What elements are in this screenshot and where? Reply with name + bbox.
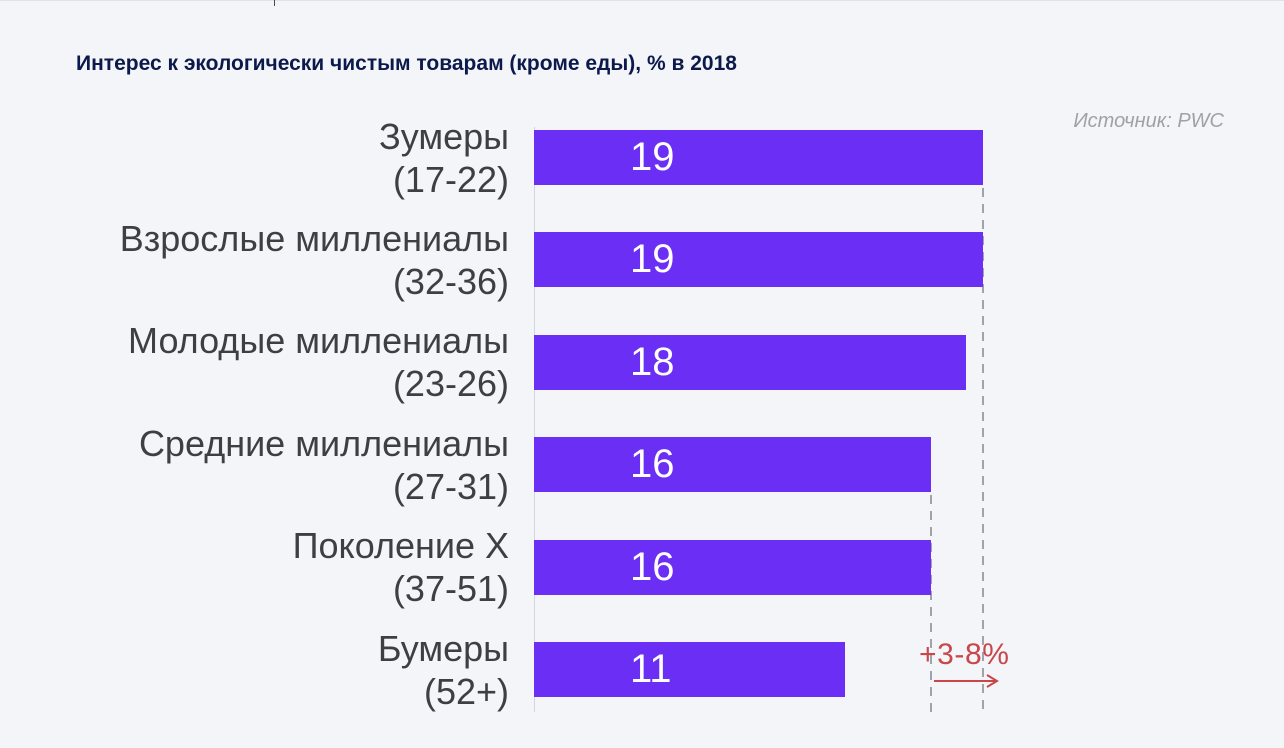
bar	[534, 642, 845, 697]
category-name-label: Взрослые миллениалы	[119, 217, 509, 259]
top-edge-tick	[274, 0, 275, 6]
category-label: Взрослые миллениалы (32-36)	[0, 217, 509, 303]
bar-value-label: 19	[630, 135, 675, 179]
right-arrow-icon	[934, 674, 999, 688]
growth-annotation: +3-8%	[919, 638, 1010, 671]
category-age-label: (27-31)	[392, 465, 509, 507]
category-name-label: Молодые миллениалы	[128, 320, 509, 362]
category-label: Зумеры (17-22)	[0, 115, 509, 201]
category-age-label: (52+)	[423, 670, 509, 712]
category-name-label: Средние миллениалы	[138, 422, 509, 464]
source-note: Источник: PWC	[1073, 110, 1224, 132]
bar	[534, 232, 983, 288]
category-label: Бумеры (52+)	[0, 627, 509, 713]
category-name-label: Зумеры	[378, 115, 509, 157]
bar-value-label: 18	[630, 339, 675, 384]
chart-title: Интерес к экологически чистым товарам (к…	[76, 52, 737, 75]
bar-value-label: 11	[630, 647, 672, 691]
arrow-head	[986, 674, 999, 688]
category-age-label: (32-36)	[392, 260, 509, 302]
bar-value-label: 16	[630, 544, 675, 589]
guide-line-dashed	[930, 495, 933, 712]
bar	[534, 539, 932, 595]
bar	[534, 334, 966, 390]
guide-line-dashed	[982, 188, 984, 712]
category-name-label: Бумеры	[377, 627, 509, 669]
category-label: Молодые миллениалы (23-26)	[0, 319, 509, 405]
category-age-label: (17-22)	[392, 158, 509, 200]
bar-value-label: 19	[630, 237, 675, 282]
top-border-line	[0, 0, 1284, 1]
category-axis-line	[534, 127, 535, 712]
bar	[534, 130, 983, 185]
category-age-label: (37-51)	[392, 568, 509, 610]
category-label: Средние миллениалы (27-31)	[0, 422, 509, 508]
bar	[534, 437, 932, 493]
category-age-label: (23-26)	[392, 363, 509, 405]
category-label: Поколение Х (37-51)	[0, 524, 509, 610]
category-name-label: Поколение Х	[292, 525, 509, 567]
bar-value-label: 16	[630, 442, 675, 487]
